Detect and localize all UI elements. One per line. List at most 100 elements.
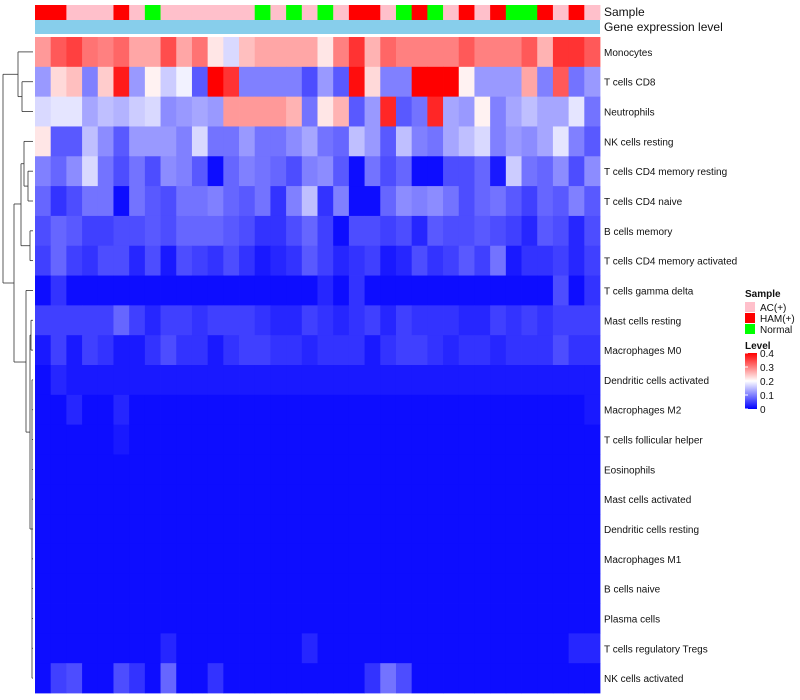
row-label: Plasma cells xyxy=(604,614,660,625)
heatmap-cell xyxy=(552,365,570,396)
heatmap-cell xyxy=(505,96,522,127)
heatmap-cell xyxy=(66,126,83,157)
heatmap-cell xyxy=(490,156,507,187)
heatmap-cell xyxy=(552,156,570,187)
heatmap-cell xyxy=(82,37,99,68)
heatmap-cell xyxy=(364,365,381,396)
heatmap-cell xyxy=(66,245,83,276)
heatmap-cell xyxy=(584,573,601,604)
heatmap-cell xyxy=(552,454,570,485)
heatmap-cell xyxy=(176,66,193,98)
heatmap-cell xyxy=(317,663,334,694)
heatmap-cell xyxy=(239,245,256,276)
heatmap-cell xyxy=(348,543,365,575)
heatmap-cell xyxy=(568,96,585,127)
sample-annotation-cell xyxy=(427,5,444,20)
heatmap-cell xyxy=(160,394,177,426)
heatmap-cell xyxy=(364,96,381,127)
legend-sample-entries: AC(+)HAM(+)Normal xyxy=(745,302,795,336)
heatmap-cell xyxy=(82,186,99,217)
heatmap-cell xyxy=(537,424,554,455)
heatmap-cell xyxy=(537,514,554,545)
heatmap-cell xyxy=(333,66,350,98)
heatmap-cell xyxy=(66,603,83,634)
heatmap-cell xyxy=(427,484,444,515)
sample-annotation-cell xyxy=(97,5,114,20)
heatmap-cell xyxy=(82,126,99,157)
sample-annotation-cell xyxy=(129,5,146,20)
heatmap-cell xyxy=(364,394,381,426)
heatmap-cell xyxy=(568,215,585,247)
heatmap-cell xyxy=(584,215,601,247)
heatmap-cell xyxy=(333,514,350,545)
heatmap-cell xyxy=(270,245,287,276)
heatmap-cell xyxy=(301,245,318,276)
heatmap-cell xyxy=(395,186,413,217)
heatmap-cell xyxy=(537,275,554,306)
heatmap-cell xyxy=(254,186,271,217)
heatmap-cell xyxy=(490,66,507,98)
heatmap-cell xyxy=(364,424,381,455)
heatmap-cell xyxy=(333,365,350,396)
heatmap-cell xyxy=(301,394,318,426)
heatmap-cell xyxy=(160,663,177,694)
heatmap-cell xyxy=(537,603,554,634)
heatmap-cell xyxy=(160,245,177,276)
heatmap-cell xyxy=(301,454,318,485)
heatmap-cell xyxy=(521,514,538,545)
heatmap-cell xyxy=(380,394,397,426)
heatmap-cell xyxy=(286,454,303,485)
heatmap-cell xyxy=(317,275,334,306)
heatmap-cell xyxy=(176,603,193,634)
heatmap-cell xyxy=(333,454,350,485)
heatmap-cell xyxy=(474,394,491,426)
heatmap-cell xyxy=(35,156,52,187)
heatmap-cell xyxy=(411,454,428,485)
heatmap-cell xyxy=(458,424,475,455)
heatmap-cell xyxy=(380,335,397,366)
heatmap-cell xyxy=(270,394,287,426)
heatmap-cell xyxy=(333,633,350,664)
sample-annotation-cell xyxy=(364,5,381,20)
heatmap-cell xyxy=(50,96,67,127)
heatmap-cell xyxy=(443,186,460,217)
heatmap-cell xyxy=(584,603,601,634)
heatmap-cell xyxy=(286,245,303,276)
heatmap-cell xyxy=(552,37,570,68)
sample-annotation-cell xyxy=(144,5,161,20)
heatmap-cell xyxy=(270,484,287,515)
heatmap-cell xyxy=(552,186,570,217)
heatmap-cell xyxy=(317,37,334,68)
heatmap-cell xyxy=(568,186,585,217)
heatmap-cell xyxy=(584,245,601,276)
heatmap-cell xyxy=(537,66,554,98)
heatmap-cell xyxy=(66,484,83,515)
heatmap-cell xyxy=(191,66,209,98)
heatmap-cell xyxy=(144,245,161,276)
heatmap-cell xyxy=(348,365,365,396)
heatmap-cell xyxy=(552,663,570,694)
heatmap-cell xyxy=(521,484,538,515)
heatmap-cell xyxy=(191,484,209,515)
heatmap-cell xyxy=(474,245,491,276)
heatmap-cell xyxy=(113,514,130,545)
heatmap-cell xyxy=(207,275,224,306)
heatmap-cell xyxy=(97,275,114,306)
heatmap-cell xyxy=(286,365,303,396)
heatmap-cell xyxy=(35,394,52,426)
heatmap-cell xyxy=(333,603,350,634)
heatmap-cell xyxy=(176,305,193,336)
heatmap-cell xyxy=(176,573,193,604)
heatmap-cell xyxy=(82,633,99,664)
heatmap-cell xyxy=(537,543,554,575)
heatmap-cell xyxy=(191,156,209,187)
heatmap-cell xyxy=(270,66,287,98)
heatmap-cell xyxy=(317,365,334,396)
heatmap-cell xyxy=(395,633,413,664)
heatmap-cell xyxy=(458,37,475,68)
heatmap-cell xyxy=(474,484,491,515)
heatmap-cell xyxy=(427,394,444,426)
heatmap-cell xyxy=(176,126,193,157)
heatmap-cell xyxy=(364,275,381,306)
